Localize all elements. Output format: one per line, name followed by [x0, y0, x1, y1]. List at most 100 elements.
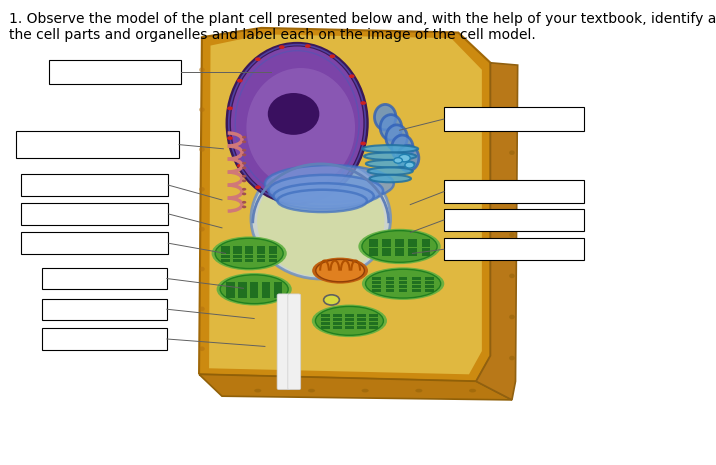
Ellipse shape — [364, 153, 417, 160]
FancyBboxPatch shape — [386, 277, 395, 280]
FancyBboxPatch shape — [250, 290, 258, 294]
Ellipse shape — [509, 232, 515, 237]
Ellipse shape — [199, 346, 205, 351]
Ellipse shape — [362, 231, 437, 262]
FancyBboxPatch shape — [268, 246, 277, 250]
Ellipse shape — [221, 275, 288, 304]
FancyBboxPatch shape — [226, 294, 235, 298]
FancyBboxPatch shape — [372, 289, 381, 292]
Ellipse shape — [226, 42, 369, 205]
Ellipse shape — [324, 295, 339, 305]
FancyBboxPatch shape — [221, 246, 230, 250]
Ellipse shape — [199, 267, 205, 272]
FancyBboxPatch shape — [369, 239, 377, 243]
Ellipse shape — [254, 389, 261, 392]
FancyBboxPatch shape — [42, 268, 167, 289]
Ellipse shape — [368, 167, 412, 175]
Ellipse shape — [405, 162, 414, 168]
FancyBboxPatch shape — [382, 243, 391, 247]
Ellipse shape — [360, 141, 366, 145]
FancyBboxPatch shape — [369, 318, 377, 321]
PathPatch shape — [209, 34, 482, 374]
FancyBboxPatch shape — [412, 277, 420, 280]
FancyBboxPatch shape — [408, 243, 417, 247]
FancyBboxPatch shape — [245, 246, 253, 250]
FancyBboxPatch shape — [221, 259, 230, 262]
FancyBboxPatch shape — [369, 322, 377, 326]
FancyBboxPatch shape — [250, 294, 258, 298]
FancyBboxPatch shape — [395, 243, 404, 247]
Ellipse shape — [216, 273, 292, 306]
FancyBboxPatch shape — [444, 209, 584, 231]
PathPatch shape — [199, 28, 490, 381]
FancyBboxPatch shape — [369, 248, 377, 252]
Ellipse shape — [265, 165, 394, 202]
Ellipse shape — [242, 149, 246, 152]
FancyBboxPatch shape — [21, 203, 168, 225]
Ellipse shape — [227, 136, 233, 140]
FancyBboxPatch shape — [245, 259, 253, 262]
FancyBboxPatch shape — [399, 289, 407, 292]
FancyBboxPatch shape — [257, 246, 266, 250]
FancyBboxPatch shape — [412, 281, 420, 284]
FancyBboxPatch shape — [238, 286, 246, 290]
Ellipse shape — [212, 236, 286, 270]
Ellipse shape — [242, 188, 246, 191]
Ellipse shape — [365, 269, 440, 298]
FancyBboxPatch shape — [233, 246, 241, 250]
Ellipse shape — [415, 389, 422, 392]
FancyBboxPatch shape — [345, 318, 354, 321]
FancyBboxPatch shape — [395, 248, 404, 252]
FancyBboxPatch shape — [245, 251, 253, 254]
FancyBboxPatch shape — [372, 285, 381, 288]
Ellipse shape — [397, 145, 419, 171]
FancyBboxPatch shape — [226, 282, 235, 286]
FancyBboxPatch shape — [250, 286, 258, 290]
Ellipse shape — [227, 106, 233, 110]
Ellipse shape — [199, 227, 205, 232]
Ellipse shape — [242, 166, 246, 169]
Ellipse shape — [268, 93, 319, 135]
FancyBboxPatch shape — [444, 238, 584, 260]
Ellipse shape — [199, 107, 205, 112]
Ellipse shape — [255, 57, 261, 61]
FancyBboxPatch shape — [226, 290, 235, 294]
FancyBboxPatch shape — [386, 281, 395, 284]
Ellipse shape — [509, 356, 515, 360]
FancyBboxPatch shape — [274, 294, 282, 298]
Ellipse shape — [242, 193, 246, 195]
Ellipse shape — [251, 158, 391, 279]
FancyBboxPatch shape — [408, 239, 417, 243]
Ellipse shape — [329, 188, 335, 192]
FancyBboxPatch shape — [422, 239, 430, 243]
FancyBboxPatch shape — [233, 255, 241, 258]
FancyBboxPatch shape — [42, 328, 167, 350]
Ellipse shape — [316, 259, 364, 282]
FancyBboxPatch shape — [262, 286, 271, 290]
Ellipse shape — [274, 183, 374, 209]
Ellipse shape — [312, 258, 368, 284]
FancyBboxPatch shape — [399, 285, 407, 288]
Ellipse shape — [399, 154, 410, 162]
FancyBboxPatch shape — [333, 322, 342, 326]
Ellipse shape — [279, 45, 285, 49]
FancyBboxPatch shape — [250, 282, 258, 286]
FancyBboxPatch shape — [399, 281, 407, 284]
FancyBboxPatch shape — [21, 232, 168, 254]
PathPatch shape — [199, 374, 512, 400]
Ellipse shape — [509, 192, 515, 196]
Text: 1. Observe the model of the plant cell presented below and, with the help of you: 1. Observe the model of the plant cell p… — [9, 12, 716, 42]
FancyBboxPatch shape — [262, 294, 271, 298]
FancyBboxPatch shape — [357, 322, 366, 326]
FancyBboxPatch shape — [372, 277, 381, 280]
Ellipse shape — [509, 273, 515, 278]
FancyBboxPatch shape — [345, 326, 354, 330]
FancyBboxPatch shape — [288, 294, 301, 390]
FancyBboxPatch shape — [268, 251, 277, 254]
Ellipse shape — [374, 105, 396, 130]
FancyBboxPatch shape — [21, 174, 168, 196]
Ellipse shape — [231, 46, 364, 200]
FancyBboxPatch shape — [257, 259, 266, 262]
FancyBboxPatch shape — [345, 322, 354, 326]
FancyBboxPatch shape — [321, 326, 330, 330]
